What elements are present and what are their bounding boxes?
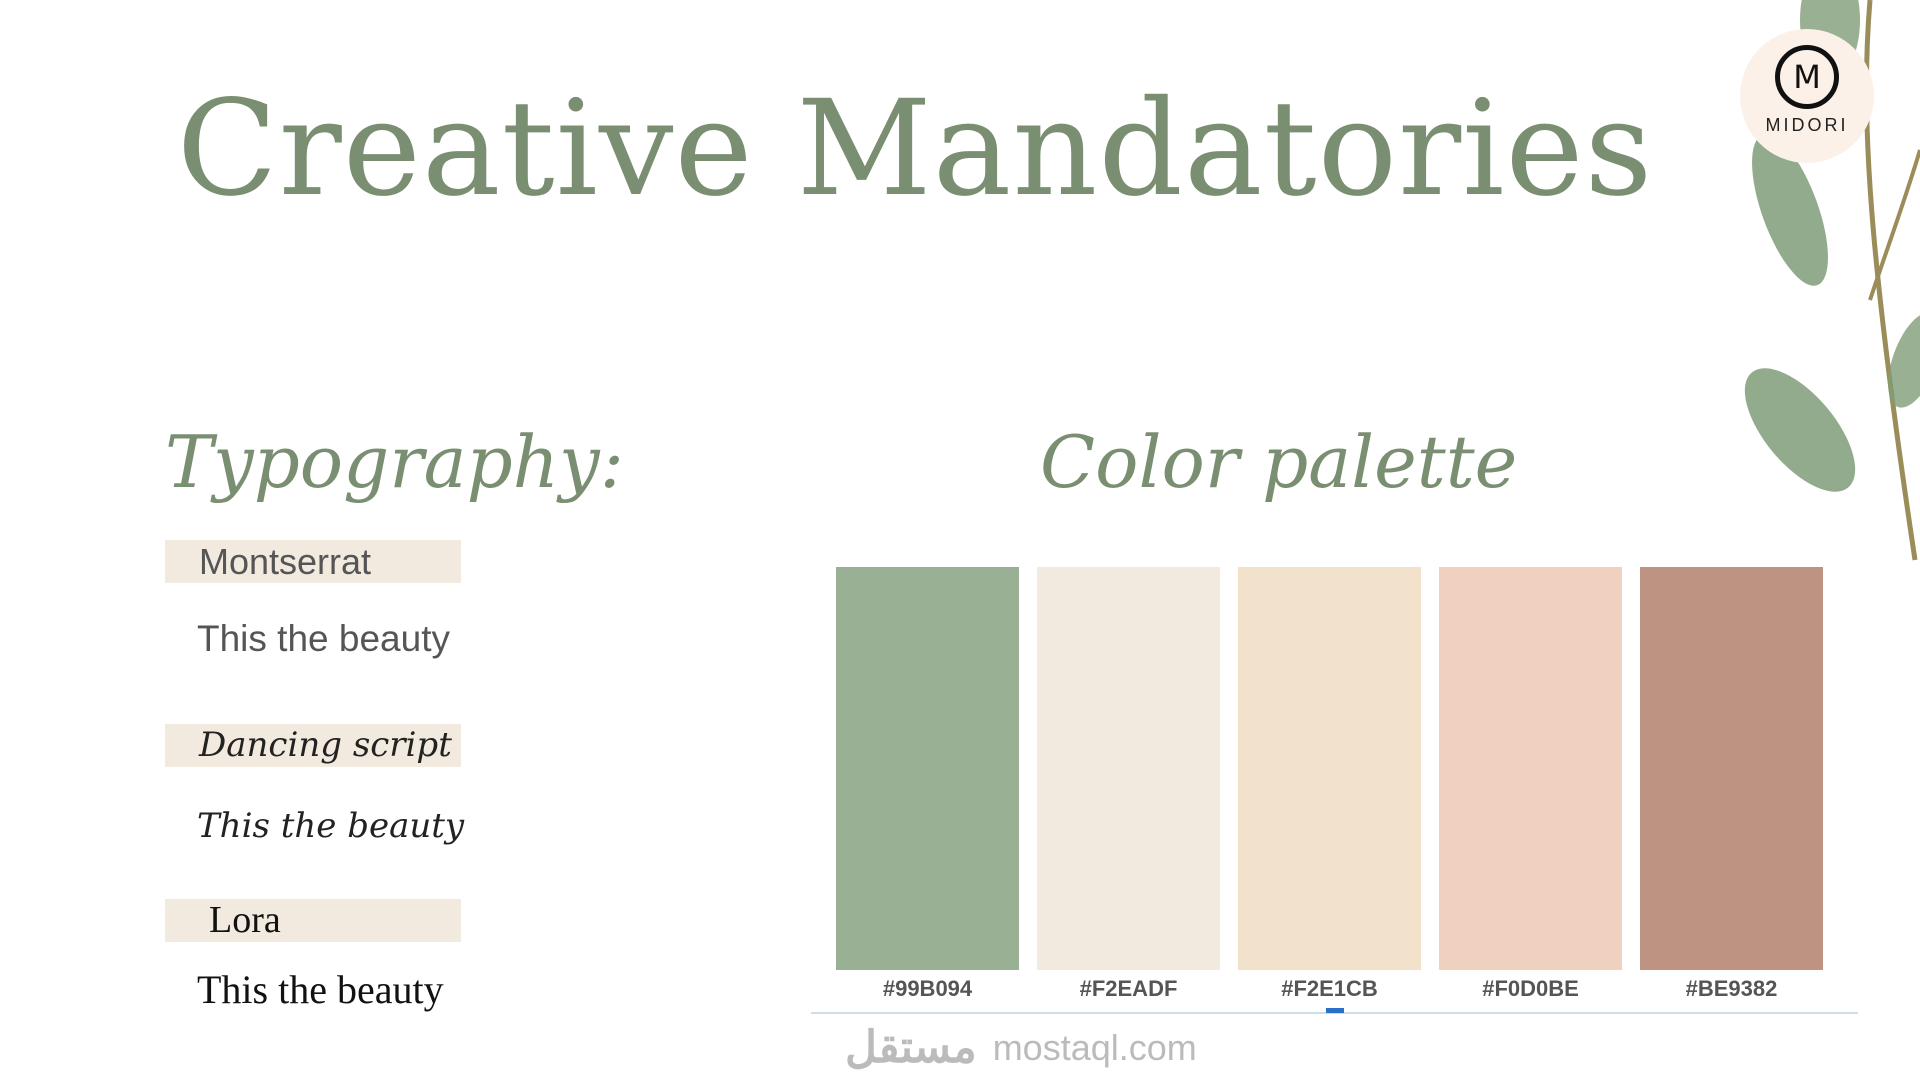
font-label-lora: Lora xyxy=(165,899,461,942)
color-hex-label: #99B094 xyxy=(882,976,973,1001)
color-swatch xyxy=(1238,567,1421,970)
font-sample-lora: This the beauty xyxy=(197,967,444,1012)
color-palette-heading: Color palette xyxy=(1040,420,1518,504)
color-swatch xyxy=(1640,567,1823,970)
font-label-dancing-script: Dancing script xyxy=(165,724,461,767)
font-sample-dancing-script: This the beauty xyxy=(197,806,465,846)
font-sample-montserrat: This the beauty xyxy=(197,618,450,659)
page-title: Creative Mandatories xyxy=(176,72,1654,226)
color-swatch xyxy=(1037,567,1220,970)
font-label-montserrat: Montserrat xyxy=(165,540,461,583)
color-hex-label: #F0D0BE xyxy=(1482,976,1579,1001)
color-hex-label: #F2EADF xyxy=(1079,976,1178,1001)
color-swatch xyxy=(836,567,1019,970)
watermark-latin: mostaql.com xyxy=(992,1027,1197,1068)
watermark: مستقل mostaql.com xyxy=(845,1020,1197,1076)
selection-marker xyxy=(1326,1008,1344,1013)
palette-divider xyxy=(811,1012,1858,1014)
color-hex-label: #BE9382 xyxy=(1685,976,1778,1001)
logo-mark-icon: M xyxy=(1775,45,1839,109)
typography-heading: Typography: xyxy=(165,420,624,504)
color-swatch xyxy=(1439,567,1622,970)
midori-logo: M MIDORI xyxy=(1740,29,1874,163)
logo-text: MIDORI xyxy=(1765,115,1849,135)
color-hex-label: #F2E1CB xyxy=(1281,976,1378,1001)
watermark-arabic: مستقل xyxy=(845,1023,977,1072)
